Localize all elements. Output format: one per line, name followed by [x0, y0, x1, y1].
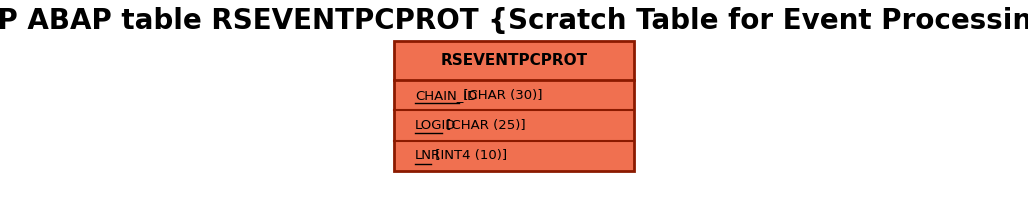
Text: RSEVENTPCPROT: RSEVENTPCPROT — [440, 53, 588, 68]
Text: [INT4 (10)]: [INT4 (10)] — [432, 149, 508, 162]
Text: [CHAR (25)]: [CHAR (25)] — [442, 119, 526, 132]
Text: LOGID: LOGID — [415, 119, 456, 132]
Text: [CHAR (30)]: [CHAR (30)] — [458, 89, 542, 101]
Text: CHAIN_ID: CHAIN_ID — [415, 89, 477, 101]
Text: LNR: LNR — [415, 149, 441, 162]
Text: SAP ABAP table RSEVENTPCPROT {Scratch Table for Event Processing}: SAP ABAP table RSEVENTPCPROT {Scratch Ta… — [0, 7, 1028, 35]
